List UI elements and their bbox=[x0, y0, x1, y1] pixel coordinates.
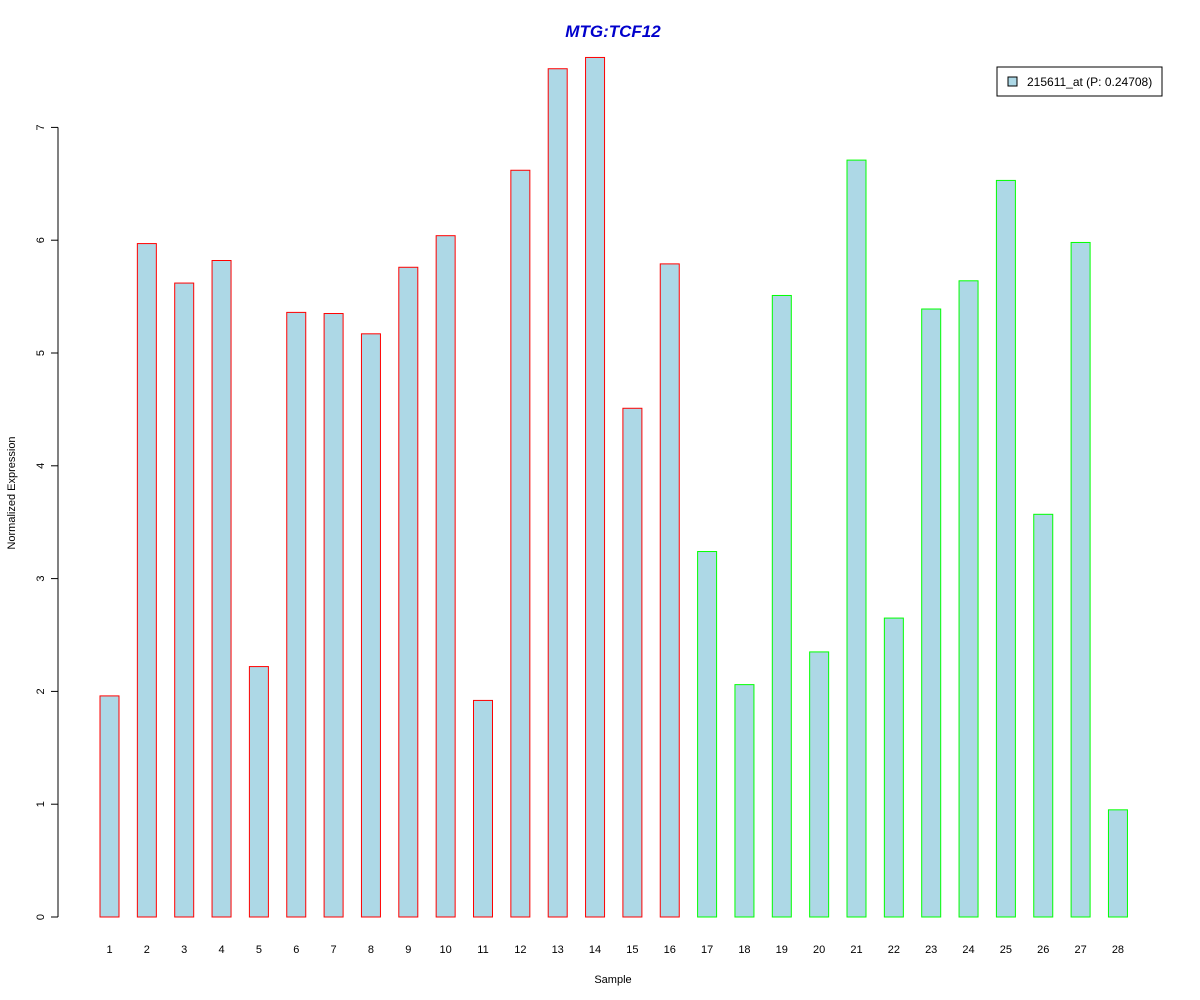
bar bbox=[473, 699, 493, 918]
y-tick-label: 0 bbox=[35, 914, 47, 920]
bar bbox=[1033, 513, 1054, 918]
x-tick-label: 1 bbox=[106, 944, 112, 956]
bar bbox=[211, 260, 232, 918]
x-tick-label: 16 bbox=[664, 944, 676, 956]
x-tick-label: 12 bbox=[514, 944, 526, 956]
legend-label: 215611_at (P: 0.24708) bbox=[1027, 75, 1152, 89]
bar bbox=[697, 551, 718, 918]
x-tick-label: 23 bbox=[925, 944, 937, 956]
bar bbox=[435, 235, 456, 918]
bar bbox=[174, 282, 195, 918]
x-tick-label: 25 bbox=[1000, 944, 1012, 956]
bar bbox=[286, 311, 307, 918]
bar bbox=[883, 617, 904, 918]
x-tick-label: 18 bbox=[738, 944, 750, 956]
x-tick-label: 13 bbox=[552, 944, 564, 956]
bar bbox=[1070, 241, 1091, 918]
x-tick-label: 19 bbox=[776, 944, 788, 956]
x-tick-label: 15 bbox=[626, 944, 638, 956]
x-tick-label: 27 bbox=[1074, 944, 1086, 956]
chart-title: MTG:TCF12 bbox=[565, 22, 661, 41]
bar bbox=[921, 308, 942, 918]
bar bbox=[398, 266, 419, 918]
bar bbox=[360, 333, 381, 918]
x-tick-label: 10 bbox=[440, 944, 452, 956]
x-tick-label: 9 bbox=[405, 944, 411, 956]
x-tick-label: 26 bbox=[1037, 944, 1049, 956]
y-tick-label: 6 bbox=[35, 237, 47, 243]
x-tick-label: 3 bbox=[181, 944, 187, 956]
x-tick-label: 5 bbox=[256, 944, 262, 956]
bar bbox=[510, 169, 531, 918]
bar bbox=[958, 280, 979, 918]
x-tick-label: 24 bbox=[962, 944, 974, 956]
y-tick-label: 1 bbox=[35, 801, 47, 807]
x-tick-label: 11 bbox=[477, 944, 488, 956]
y-tick-label: 5 bbox=[35, 350, 47, 356]
legend: 215611_at (P: 0.24708) bbox=[996, 66, 1163, 97]
x-tick-label: 20 bbox=[813, 944, 825, 956]
x-tick-labels: 1 2 3 4 5 6 7 8 9 10 11 12 13 14 15 16 17 18 19 20 21 22 23 24 2… bbox=[106, 944, 1124, 956]
x-tick-label: 6 bbox=[293, 944, 299, 956]
legend-box bbox=[996, 66, 1163, 97]
x-tick-label: 17 bbox=[701, 944, 713, 956]
y-axis: 0 1 2 3 4 5 6 7 bbox=[35, 124, 59, 920]
x-tick-label: 28 bbox=[1112, 944, 1124, 956]
legend-swatch bbox=[1007, 76, 1018, 87]
bar bbox=[846, 159, 867, 918]
bars bbox=[99, 56, 1128, 918]
bar bbox=[659, 263, 680, 918]
x-tick-label: 7 bbox=[331, 944, 337, 956]
bar bbox=[585, 56, 606, 918]
bar bbox=[248, 666, 269, 918]
x-tick-label: 8 bbox=[368, 944, 374, 956]
y-tick-label: 4 bbox=[35, 463, 47, 469]
bar bbox=[323, 313, 344, 918]
bar bbox=[734, 684, 755, 918]
x-tick-label: 14 bbox=[589, 944, 601, 956]
bar bbox=[99, 695, 120, 918]
bar bbox=[809, 651, 830, 918]
bar bbox=[1107, 809, 1128, 918]
bar bbox=[136, 243, 157, 918]
bar bbox=[622, 407, 643, 918]
y-axis-label: Normalized Expression bbox=[6, 436, 18, 549]
x-tick-label: 22 bbox=[888, 944, 900, 956]
x-tick-label: 21 bbox=[850, 944, 862, 956]
x-tick-label: 2 bbox=[144, 944, 150, 956]
bar bbox=[771, 294, 792, 918]
bar bbox=[547, 68, 568, 918]
bar bbox=[995, 179, 1016, 918]
x-tick-label: 4 bbox=[218, 944, 224, 956]
y-tick-label: 7 bbox=[35, 124, 47, 130]
y-tick-label: 3 bbox=[35, 576, 47, 582]
x-axis-label: Sample bbox=[594, 974, 631, 986]
y-tick-label: 2 bbox=[35, 688, 47, 694]
